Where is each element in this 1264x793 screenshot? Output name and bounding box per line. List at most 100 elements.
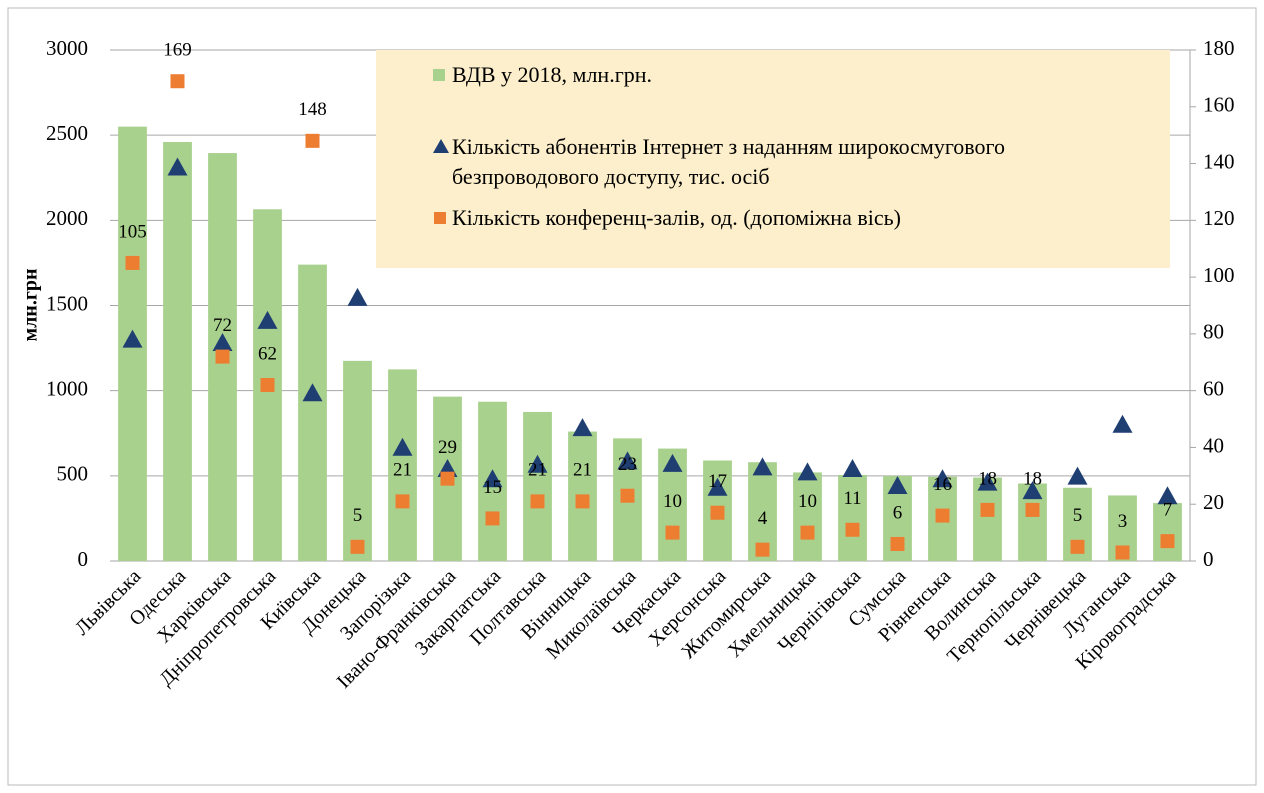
square-marker xyxy=(1070,539,1085,554)
triangle-marker xyxy=(707,477,728,496)
square-marker xyxy=(485,511,500,526)
y2-tick-label: 120 xyxy=(1203,206,1235,230)
triangle-marker xyxy=(1067,466,1088,485)
data-label: 18 xyxy=(978,468,997,489)
square-marker xyxy=(710,505,725,520)
triangle-marker xyxy=(257,310,278,329)
triangle-marker xyxy=(842,459,863,478)
square-marker xyxy=(1115,545,1130,560)
data-label: 3 xyxy=(1118,511,1128,532)
data-label: 62 xyxy=(258,343,277,364)
data-label: 23 xyxy=(618,454,637,475)
triangle-marker xyxy=(212,332,233,351)
triangle-marker xyxy=(302,383,323,402)
y2-tick-label: 100 xyxy=(1203,263,1235,287)
data-label: 7 xyxy=(1163,499,1173,520)
data-label: 21 xyxy=(393,460,412,481)
data-label: 29 xyxy=(438,437,457,458)
square-marker xyxy=(845,522,860,537)
y-tick-label: 2500 xyxy=(46,121,88,145)
y2-tick-label: 60 xyxy=(1203,376,1224,400)
triangle-marker xyxy=(932,469,953,488)
y2-tick-label: 20 xyxy=(1203,490,1224,514)
legend-swatch xyxy=(434,212,446,224)
square-marker xyxy=(755,542,770,557)
square-marker xyxy=(530,494,545,509)
data-label: 169 xyxy=(163,40,192,61)
triangle-marker xyxy=(1022,481,1043,500)
data-label: 21 xyxy=(573,460,592,481)
square-marker xyxy=(890,536,905,551)
triangle-marker xyxy=(572,418,593,437)
triangle-marker xyxy=(662,453,683,472)
data-label: 105 xyxy=(118,221,147,242)
data-label: 4 xyxy=(758,508,768,529)
square-marker xyxy=(935,508,950,523)
square-marker xyxy=(350,539,365,554)
square-marker xyxy=(575,494,590,509)
y-tick-label: 1500 xyxy=(46,291,88,315)
y2-tick-label: 140 xyxy=(1203,149,1235,173)
square-marker xyxy=(980,502,995,517)
triangle-marker xyxy=(752,457,773,476)
data-label: 10 xyxy=(663,491,682,512)
y2-tick-label: 0 xyxy=(1203,547,1214,571)
data-label: 11 xyxy=(843,488,861,509)
bar xyxy=(838,474,867,561)
bar xyxy=(388,369,417,561)
square-marker xyxy=(665,525,680,540)
data-label: 6 xyxy=(893,502,903,523)
square-marker xyxy=(620,488,635,503)
triangle-marker xyxy=(617,451,638,470)
y-tick-label: 1000 xyxy=(46,376,88,400)
data-label: 5 xyxy=(1073,505,1083,526)
data-label: 10 xyxy=(798,491,817,512)
legend-swatch xyxy=(433,69,445,81)
triangle-marker xyxy=(1112,414,1133,433)
legend-swatch xyxy=(433,139,449,153)
triangle-marker xyxy=(482,469,503,488)
y2-tick-label: 160 xyxy=(1203,93,1235,117)
bar xyxy=(523,411,552,561)
square-marker xyxy=(170,74,185,89)
legend-label: Кількість конференц-залів, од. (допоміжн… xyxy=(452,205,901,230)
triangle-marker xyxy=(977,472,998,491)
bar xyxy=(298,264,327,561)
bar xyxy=(1153,503,1182,561)
y-tick-label: 500 xyxy=(57,462,89,486)
data-label: 21 xyxy=(528,460,547,481)
triangle-marker xyxy=(167,157,188,176)
triangle-marker xyxy=(122,329,143,348)
data-label: 17 xyxy=(708,471,727,492)
y-axis-label: млн.грн xyxy=(20,268,42,341)
square-marker xyxy=(125,255,140,270)
triangle-marker xyxy=(527,454,548,473)
y2-tick-label: 180 xyxy=(1203,36,1235,60)
y-tick-label: 3000 xyxy=(46,36,88,60)
legend-label: Кількість абонентів Інтернет з наданням … xyxy=(452,134,1006,189)
y2-tick-label: 80 xyxy=(1203,320,1224,344)
bar xyxy=(793,472,822,561)
bar xyxy=(973,477,1002,561)
triangle-marker xyxy=(887,476,908,495)
triangle-marker xyxy=(347,287,368,306)
square-marker xyxy=(260,377,275,392)
square-marker xyxy=(215,349,230,364)
data-label: 148 xyxy=(298,99,327,120)
square-marker xyxy=(1025,502,1040,517)
y2-tick-label: 40 xyxy=(1203,433,1224,457)
y-tick-label: 0 xyxy=(78,547,89,571)
square-marker xyxy=(1160,534,1175,549)
square-marker xyxy=(440,471,455,486)
square-marker xyxy=(800,525,815,540)
data-label: 16 xyxy=(933,474,952,495)
data-label: 18 xyxy=(1023,468,1042,489)
y-tick-label: 2000 xyxy=(46,206,88,230)
data-label: 72 xyxy=(213,315,232,336)
square-marker xyxy=(305,133,320,148)
bar xyxy=(343,360,372,561)
data-label: 15 xyxy=(483,477,502,498)
legend-box xyxy=(376,50,1170,268)
